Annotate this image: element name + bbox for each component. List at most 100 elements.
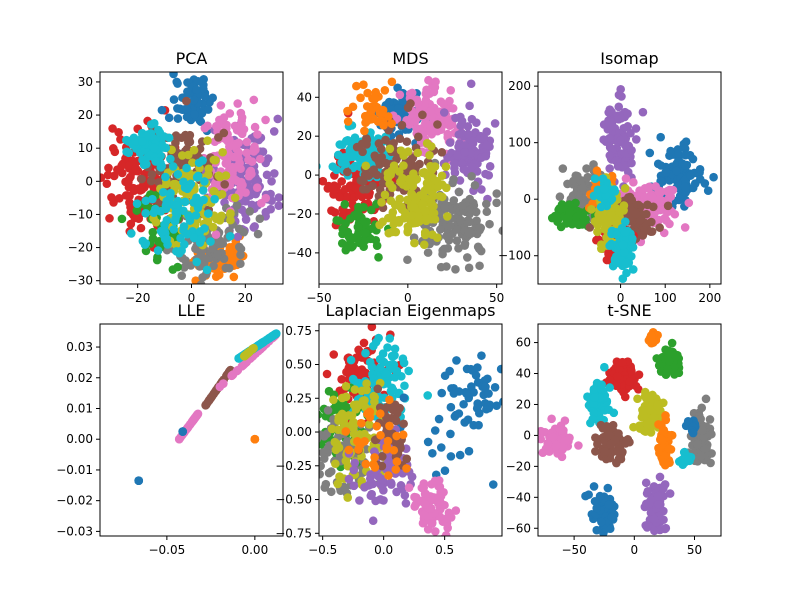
data-point: [666, 192, 676, 201]
data-point: [627, 251, 636, 261]
data-point: [190, 110, 199, 119]
data-point: [372, 170, 382, 180]
data-point: [394, 215, 404, 225]
data-point: [176, 233, 185, 243]
data-point: [438, 249, 447, 259]
data-point: [578, 212, 588, 221]
x-tick-label: 0.5: [435, 543, 454, 557]
data-point: [208, 222, 218, 232]
data-point: [162, 215, 172, 225]
data-point: [441, 162, 451, 171]
y-tick-label: 0.00: [66, 432, 93, 446]
data-point: [582, 164, 591, 173]
x-tick-label: 50: [687, 543, 702, 557]
data-point: [420, 193, 429, 203]
data-point: [362, 135, 372, 145]
data-point: [574, 441, 583, 450]
data-point: [577, 220, 587, 229]
data-point: [357, 370, 366, 380]
data-point: [391, 465, 401, 474]
data-point: [352, 210, 362, 219]
data-point: [147, 170, 157, 179]
data-point: [218, 147, 227, 157]
data-point: [434, 476, 444, 485]
data-point: [605, 164, 614, 173]
data-point: [151, 157, 160, 166]
data-point: [202, 265, 212, 275]
data-point: [197, 234, 206, 244]
data-point: [482, 141, 492, 150]
data-point: [481, 382, 490, 392]
data-point: [159, 226, 168, 236]
data-point: [612, 372, 622, 381]
data-point: [395, 403, 405, 413]
data-point: [433, 120, 442, 129]
data-point: [588, 415, 597, 424]
data-point: [449, 389, 459, 398]
data-point: [641, 478, 651, 488]
data-point: [446, 429, 455, 439]
data-point: [621, 258, 631, 268]
data-point: [629, 178, 638, 187]
data-point: [375, 409, 385, 418]
data-point: [255, 154, 265, 164]
data-point: [620, 217, 630, 226]
data-point: [355, 496, 364, 505]
data-point: [394, 167, 404, 176]
data-point: [220, 180, 229, 189]
data-point: [454, 187, 464, 197]
data-point: [365, 474, 375, 483]
data-point: [550, 211, 560, 221]
data-point: [247, 169, 256, 179]
data-point: [600, 447, 610, 456]
data-point: [366, 205, 376, 215]
data-point: [108, 124, 117, 133]
data-point: [226, 215, 235, 225]
data-point: [492, 198, 501, 208]
data-point: [656, 161, 666, 170]
data-point: [242, 137, 252, 147]
data-point: [115, 194, 124, 203]
x-tick-label: 0.0: [374, 543, 393, 557]
data-point: [423, 437, 433, 447]
y-tick-label: 0.01: [66, 401, 93, 415]
data-point: [450, 412, 460, 421]
data-point: [631, 381, 641, 391]
data-point: [695, 174, 705, 184]
data-point: [455, 450, 465, 460]
data-point: [659, 484, 668, 493]
data-point: [628, 234, 637, 243]
data-point: [182, 96, 191, 106]
data-point: [448, 178, 457, 188]
data-point: [263, 154, 273, 163]
data-point: [385, 334, 395, 343]
data-point: [132, 199, 142, 208]
data-point: [149, 208, 159, 217]
data-point: [362, 184, 371, 194]
data-point: [228, 162, 237, 172]
data-point: [421, 207, 430, 216]
data-point: [359, 338, 369, 348]
data-point: [360, 126, 369, 136]
data-point: [338, 140, 347, 149]
data-point: [267, 332, 277, 341]
data-point: [117, 161, 126, 170]
data-point: [599, 184, 609, 194]
scatter-points: [547, 84, 718, 284]
data-point: [605, 151, 615, 160]
data-point: [688, 154, 698, 164]
data-point: [651, 182, 660, 191]
data-point: [224, 263, 234, 273]
data-point: [376, 495, 385, 504]
data-point: [140, 240, 150, 249]
data-point: [705, 415, 715, 424]
data-point: [198, 273, 207, 282]
data-point: [453, 150, 462, 160]
data-point: [329, 395, 338, 405]
data-point: [451, 225, 461, 234]
data-point: [366, 491, 376, 501]
data-point: [360, 437, 369, 446]
data-point: [352, 81, 361, 91]
data-point: [633, 394, 642, 404]
data-point: [613, 162, 623, 171]
